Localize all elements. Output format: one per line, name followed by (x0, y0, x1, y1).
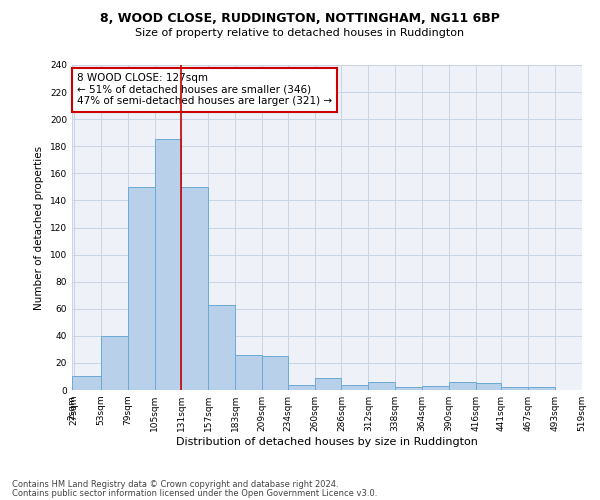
Bar (476, 383, 502, 390)
Text: Contains HM Land Registry data © Crown copyright and database right 2024.: Contains HM Land Registry data © Crown c… (12, 480, 338, 489)
Text: 8, WOOD CLOSE, RUDDINGTON, NOTTINGHAM, NG11 6BP: 8, WOOD CLOSE, RUDDINGTON, NOTTINGHAM, N… (100, 12, 500, 26)
Bar (341, 384, 368, 390)
Bar (422, 386, 449, 390)
X-axis label: Distribution of detached houses by size in Ruddington: Distribution of detached houses by size … (176, 437, 478, 447)
Bar (128, 187, 155, 390)
Text: 8 WOOD CLOSE: 127sqm
← 51% of detached houses are smaller (346)
47% of semi-deta: 8 WOOD CLOSE: 127sqm ← 51% of detached h… (77, 73, 332, 106)
Bar (529, 388, 555, 390)
Bar (288, 384, 314, 390)
Bar (208, 304, 235, 390)
Bar (235, 355, 262, 390)
Bar (181, 187, 208, 390)
Bar (395, 388, 422, 390)
Bar (155, 140, 181, 390)
Bar (101, 336, 128, 390)
Bar (314, 378, 341, 390)
Bar (262, 356, 288, 390)
Text: Size of property relative to detached houses in Ruddington: Size of property relative to detached ho… (136, 28, 464, 38)
Bar (72, 376, 101, 390)
Bar (502, 388, 529, 390)
Text: Contains public sector information licensed under the Open Government Licence v3: Contains public sector information licen… (12, 488, 377, 498)
Bar (449, 382, 476, 390)
Bar (368, 382, 395, 390)
Y-axis label: Number of detached properties: Number of detached properties (34, 146, 44, 310)
